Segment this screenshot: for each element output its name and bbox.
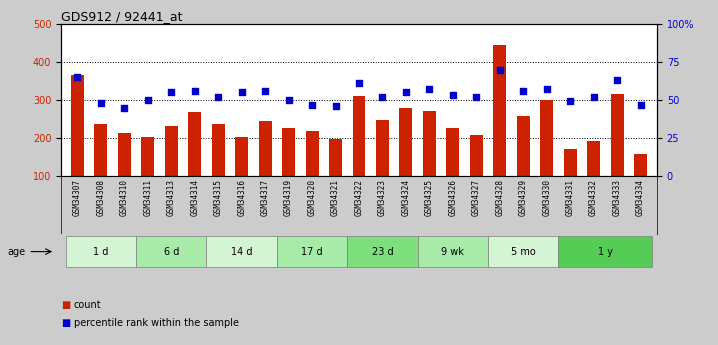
Point [189,88,200,93]
Text: GSM34317: GSM34317 [261,179,270,216]
Bar [136,236,207,267]
Point [307,102,318,107]
Text: 9 wk: 9 wk [442,247,465,257]
Text: 5 mo: 5 mo [511,247,536,257]
Point [611,78,623,83]
Point [353,80,365,86]
Text: 1 d: 1 d [93,247,108,257]
Text: GSM34325: GSM34325 [425,179,434,216]
Text: GSM34324: GSM34324 [401,179,411,216]
Text: GSM34334: GSM34334 [636,179,645,216]
Point [635,102,646,107]
Point [283,97,294,103]
Bar [207,236,277,267]
Text: ■: ■ [61,318,70,327]
Text: GSM34328: GSM34328 [495,179,504,216]
Text: GSM34316: GSM34316 [237,179,246,216]
Bar [423,111,436,176]
Text: 1 y: 1 y [598,247,613,257]
Text: GSM34308: GSM34308 [96,179,106,216]
Point [236,90,248,95]
Point [142,97,154,103]
Point [564,99,576,104]
Bar [540,100,553,176]
Point [213,94,224,100]
Bar [418,236,488,267]
Point [541,87,552,92]
Bar [165,126,178,176]
Bar [329,139,342,176]
Bar [353,96,365,176]
Bar [517,116,530,176]
Bar [376,120,389,176]
Bar [610,94,623,176]
Bar [277,236,348,267]
Point [494,67,505,72]
Bar [141,137,154,176]
Point [588,94,600,100]
Point [400,90,411,95]
Point [166,90,177,95]
Text: GSM34333: GSM34333 [612,179,622,216]
Text: GSM34314: GSM34314 [190,179,200,216]
Point [447,93,459,98]
Bar [236,137,248,176]
Point [72,75,83,80]
Text: count: count [74,300,101,310]
Bar [95,124,108,176]
Text: percentile rank within the sample: percentile rank within the sample [74,318,239,327]
Text: ■: ■ [61,300,70,310]
Text: 23 d: 23 d [372,247,393,257]
Text: GDS912 / 92441_at: GDS912 / 92441_at [61,10,182,23]
Text: GSM34327: GSM34327 [472,179,481,216]
Text: GSM34315: GSM34315 [214,179,223,216]
Text: GSM34329: GSM34329 [518,179,528,216]
Text: GSM34311: GSM34311 [144,179,152,216]
Bar [470,135,482,176]
Bar [399,108,412,176]
Text: GSM34313: GSM34313 [167,179,176,216]
Bar [559,236,652,267]
Point [330,103,341,109]
Text: 14 d: 14 d [231,247,253,257]
Bar [188,112,201,176]
Bar [564,149,577,176]
Text: GSM34326: GSM34326 [448,179,457,216]
Point [95,100,107,106]
Bar [493,45,506,176]
Bar [118,133,131,176]
Bar [634,154,647,176]
Bar [348,236,418,267]
Point [470,94,482,100]
Bar [488,236,559,267]
Text: GSM34322: GSM34322 [355,179,363,216]
Text: GSM34330: GSM34330 [542,179,551,216]
Text: GSM34321: GSM34321 [331,179,340,216]
Bar [66,236,136,267]
Text: GSM34307: GSM34307 [73,179,82,216]
Bar [282,128,295,176]
Point [259,88,271,93]
Point [377,94,388,100]
Text: 17 d: 17 d [302,247,323,257]
Text: age: age [7,247,25,257]
Bar [212,124,225,176]
Text: 6 d: 6 d [164,247,179,257]
Bar [258,121,271,176]
Bar [306,131,319,176]
Point [424,87,435,92]
Bar [71,75,84,176]
Text: GSM34331: GSM34331 [566,179,574,216]
Bar [447,128,460,176]
Text: GSM34310: GSM34310 [120,179,129,216]
Text: GSM34332: GSM34332 [589,179,598,216]
Text: GSM34323: GSM34323 [378,179,387,216]
Text: GSM34319: GSM34319 [284,179,293,216]
Text: GSM34320: GSM34320 [307,179,317,216]
Point [118,105,130,110]
Point [518,88,529,93]
Bar [587,140,600,176]
